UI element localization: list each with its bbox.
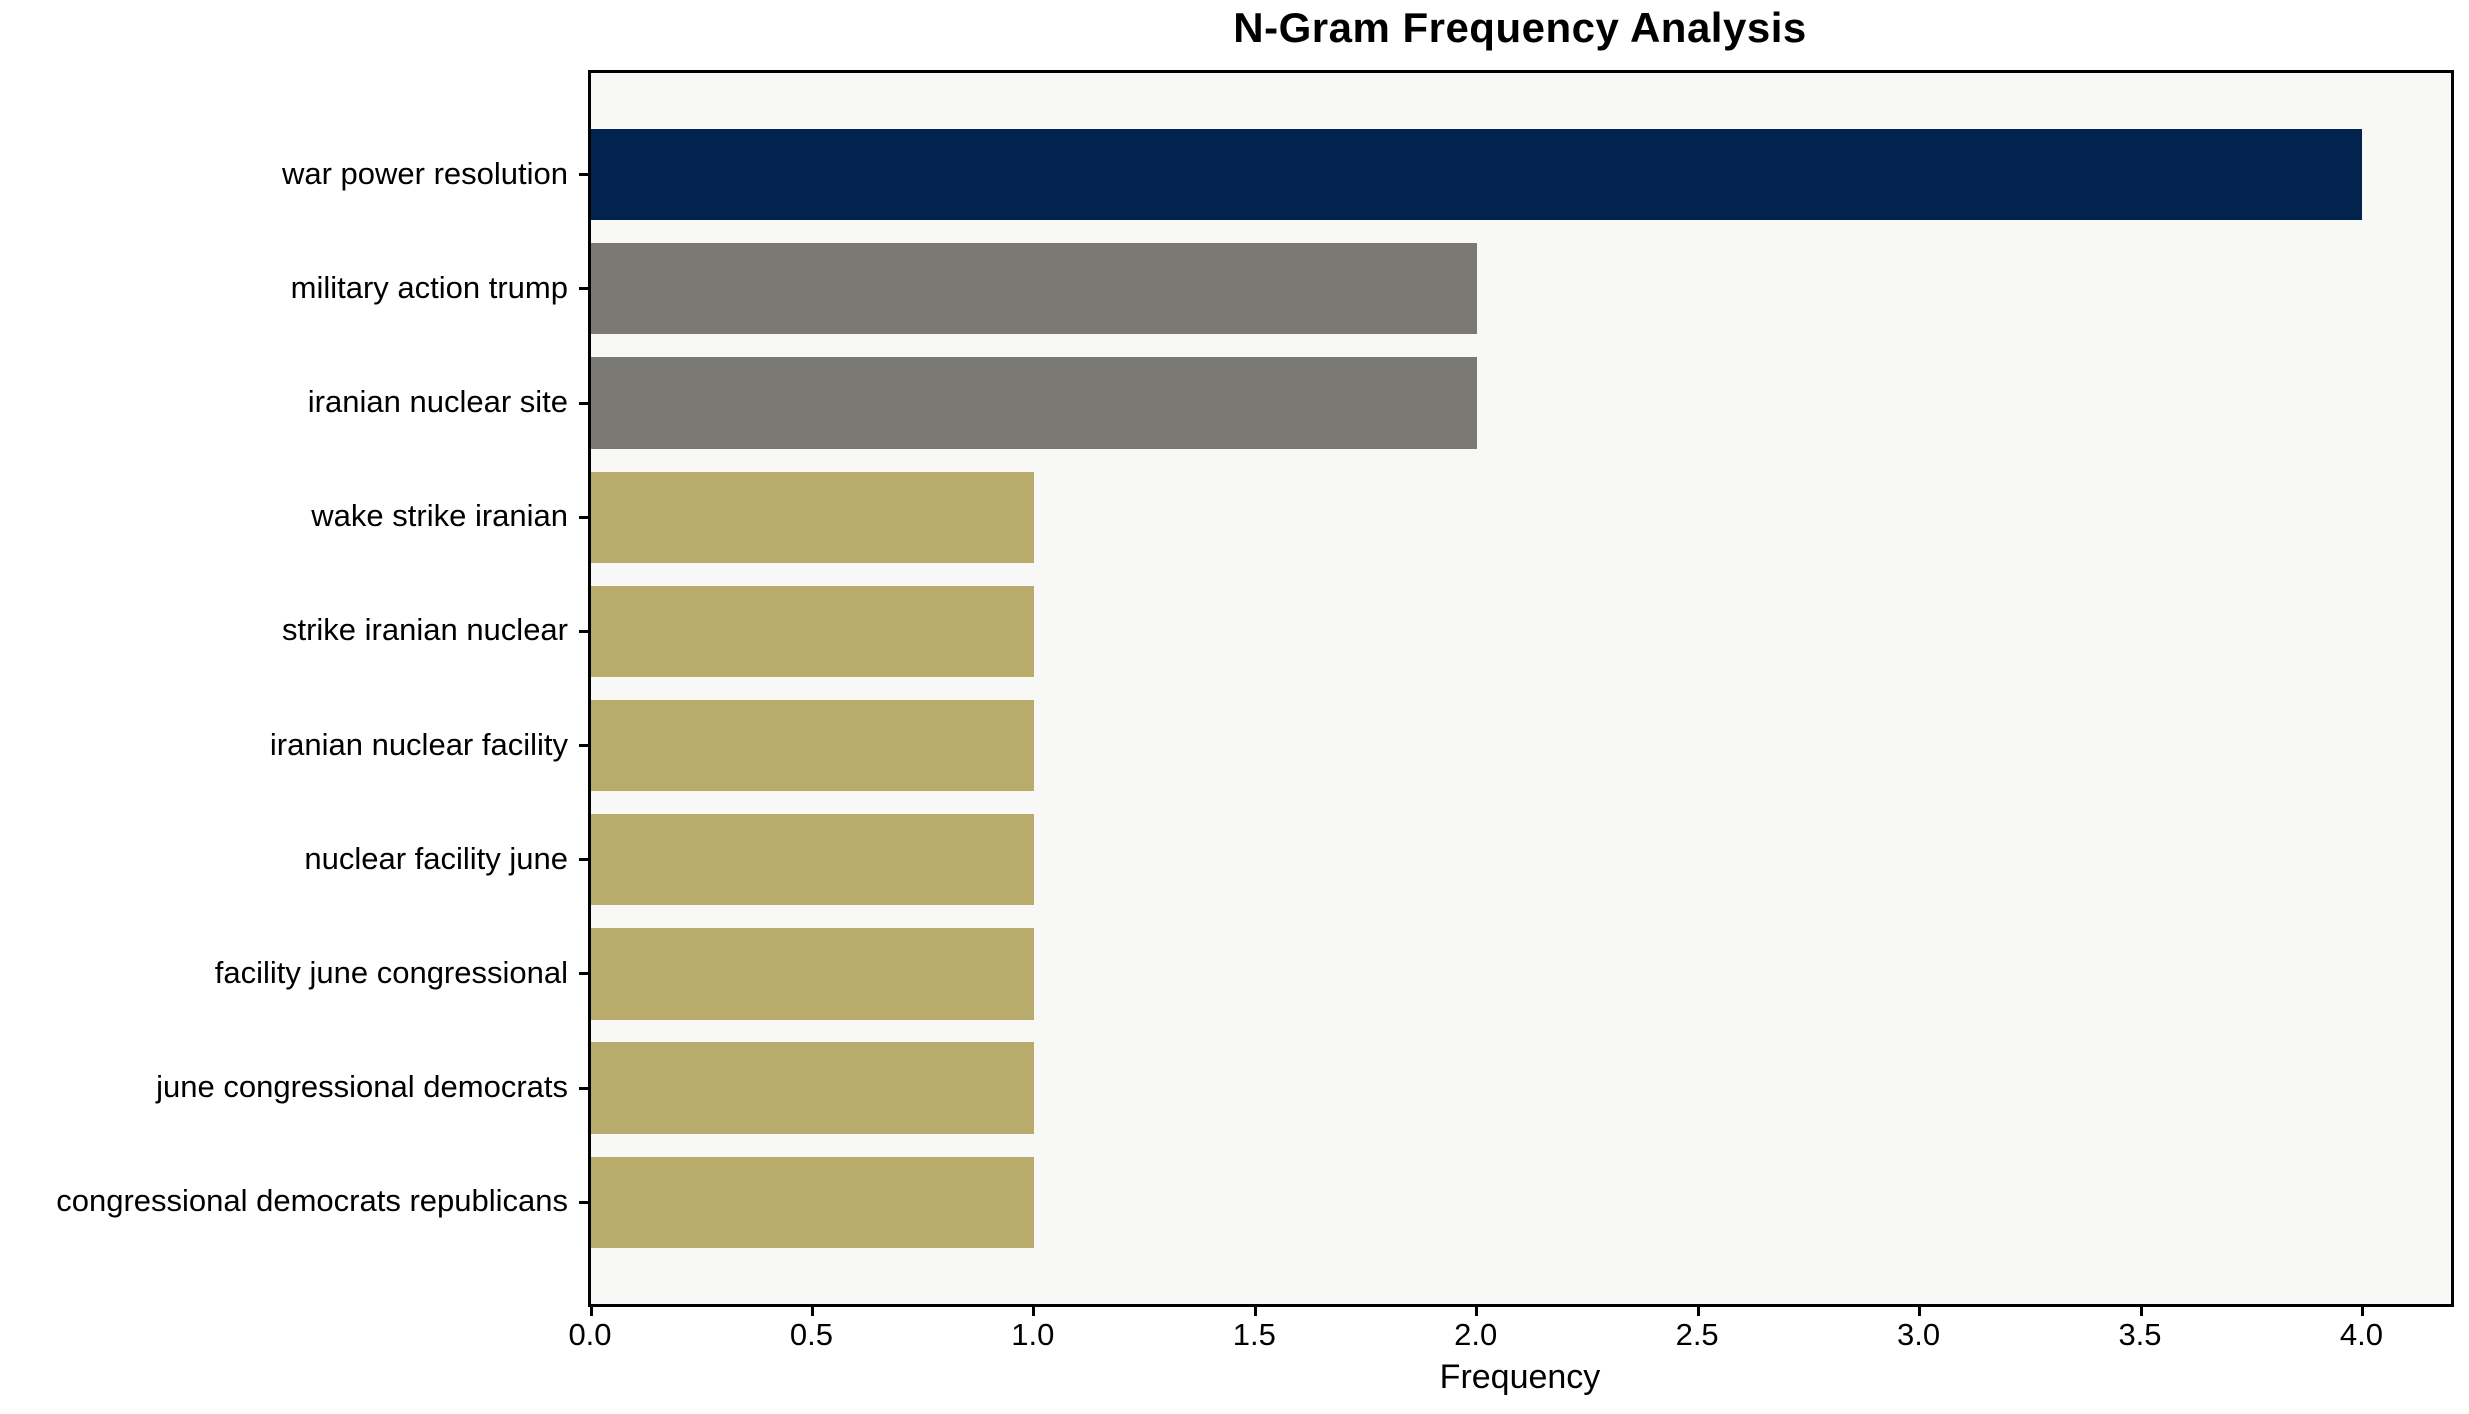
- x-tick-label: 3.0: [1897, 1317, 1941, 1352]
- x-tick-label: 4.0: [2339, 1317, 2383, 1352]
- bar: [591, 128, 2363, 221]
- y-tick: [579, 858, 591, 862]
- chart-title: N-Gram Frequency Analysis: [1233, 4, 1807, 51]
- bar: [591, 1156, 1034, 1249]
- x-tick-label: 0.0: [568, 1317, 612, 1352]
- y-tick-label: wake strike iranian: [311, 498, 568, 534]
- y-tick: [579, 173, 591, 177]
- x-tick-label: 3.5: [2118, 1317, 2162, 1352]
- bar: [591, 585, 1034, 678]
- bar: [591, 471, 1034, 563]
- y-tick-label: strike iranian nuclear: [281, 612, 568, 648]
- bar: [591, 357, 1477, 449]
- y-tick: [579, 1086, 591, 1090]
- y-tick-label: nuclear facility june: [304, 840, 568, 876]
- y-tick-label: war power resolution: [281, 155, 568, 191]
- plot-area: [579, 70, 2454, 1316]
- x-tick: [1696, 1304, 1700, 1316]
- x-tick: [1032, 1304, 1036, 1316]
- x-tick: [1253, 1304, 1257, 1316]
- x-tick: [589, 1304, 593, 1316]
- bar: [591, 699, 1034, 792]
- bar: [591, 814, 1034, 906]
- y-tick: [579, 629, 591, 633]
- y-tick: [579, 515, 591, 519]
- x-tick: [1918, 1304, 1922, 1316]
- x-tick: [1475, 1304, 1479, 1316]
- x-tick-label: 2.5: [1675, 1317, 1719, 1352]
- y-tick-label: iranian nuclear facility: [269, 726, 568, 762]
- y-tick-label: congressional democrats republicans: [56, 1183, 568, 1219]
- x-tick-label: 0.5: [789, 1317, 833, 1352]
- bar: [591, 1042, 1034, 1134]
- y-tick-label: iranian nuclear site: [307, 384, 568, 420]
- y-tick: [579, 744, 591, 748]
- y-tick: [579, 1200, 591, 1204]
- y-tick-label: military action trump: [290, 269, 568, 305]
- x-tick: [2360, 1304, 2364, 1316]
- x-tick-label: 1.0: [1011, 1317, 1055, 1352]
- x-tick: [2139, 1304, 2143, 1316]
- y-tick: [579, 972, 591, 976]
- y-tick-label: facility june congressional: [214, 954, 568, 990]
- x-axis-label: Frequency: [1439, 1358, 1601, 1396]
- x-tick: [810, 1304, 814, 1316]
- y-tick: [579, 287, 591, 291]
- bar: [591, 928, 1034, 1020]
- bar: [591, 243, 1477, 335]
- y-tick-label: june congressional democrats: [156, 1069, 568, 1105]
- x-tick-label: 1.5: [1232, 1317, 1276, 1352]
- y-tick: [579, 401, 591, 405]
- x-tick-label: 2.0: [1454, 1317, 1498, 1352]
